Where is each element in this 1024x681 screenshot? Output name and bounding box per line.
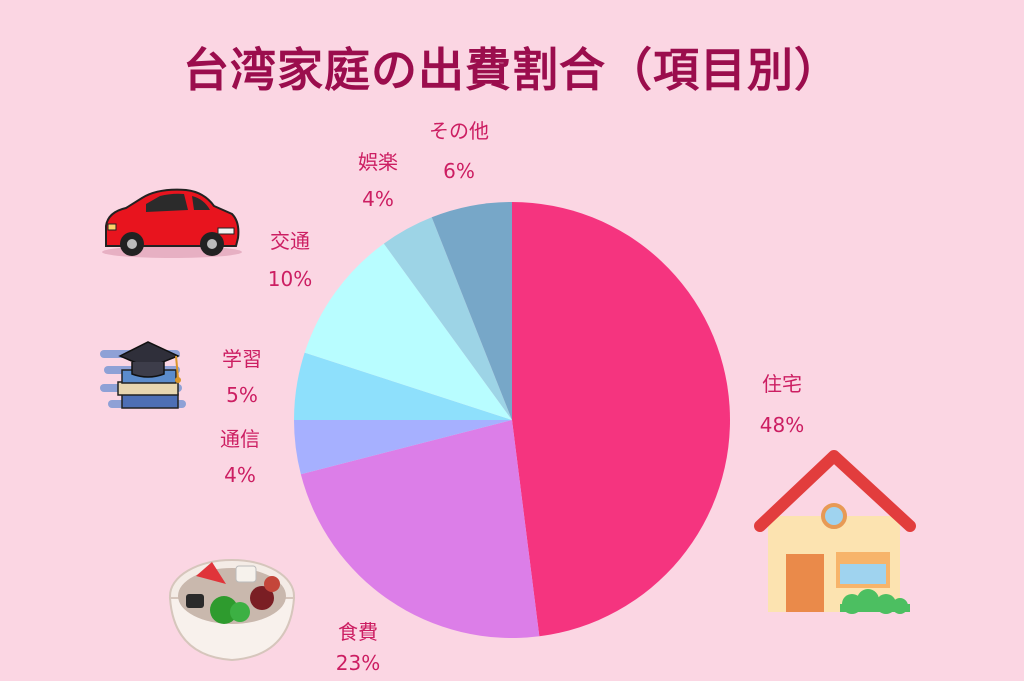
value-housing: 48% xyxy=(760,413,804,437)
pie-slice-5 xyxy=(383,217,512,420)
label-communication: 通信 xyxy=(220,427,260,451)
pie-slice-6 xyxy=(431,202,512,420)
label-food: 食費 xyxy=(338,620,378,644)
value-entertainment: 4% xyxy=(362,187,394,211)
pie-slice-3 xyxy=(294,352,512,420)
books-graduation-cap-icon xyxy=(100,341,186,409)
pie-slice-1 xyxy=(300,420,540,638)
value-food: 23% xyxy=(336,651,380,675)
value-study: 5% xyxy=(226,383,258,407)
car-icon xyxy=(102,188,242,258)
label-entertainment: 娯楽 xyxy=(358,150,398,174)
label-housing: 住宅 xyxy=(762,372,802,396)
food-bowl-icon xyxy=(168,559,296,662)
pie-slice-0 xyxy=(512,202,730,637)
house-icon xyxy=(754,450,916,614)
pie-slice-4 xyxy=(304,243,512,420)
value-transport: 10% xyxy=(268,267,312,291)
label-study: 学習 xyxy=(222,347,262,371)
value-other: 6% xyxy=(443,159,475,183)
chart-title: 台湾家庭の出費割合（項目別） xyxy=(183,43,841,97)
value-communication: 4% xyxy=(224,463,256,487)
pie-slice-2 xyxy=(294,420,512,475)
label-transport: 交通 xyxy=(270,229,310,253)
label-other: その他 xyxy=(429,119,489,143)
